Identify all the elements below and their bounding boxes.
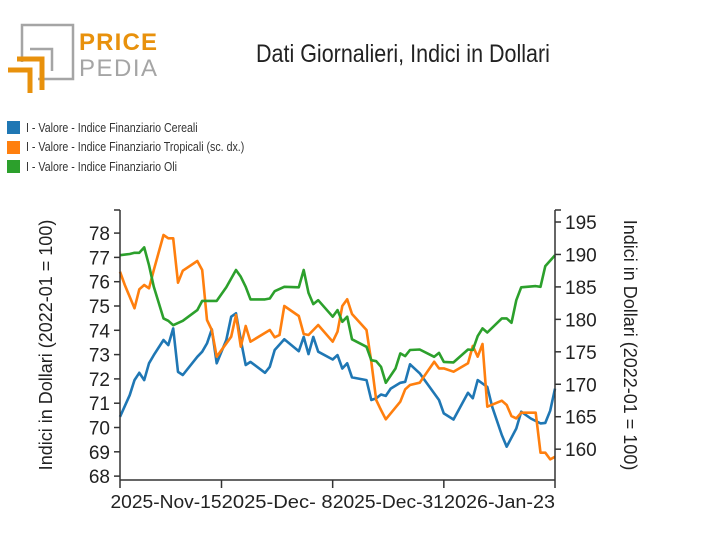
y-tick-label-left: 74: [89, 321, 111, 342]
y-tick-label-left: 71: [89, 394, 110, 415]
y-tick-label-right: 195: [565, 213, 597, 234]
y-tick-label-right: 160: [565, 440, 597, 461]
y-tick-label-left: 72: [89, 370, 110, 391]
series-line-1: [118, 233, 556, 461]
x-tick-label: 2025-Nov-15: [111, 492, 222, 512]
series-line-0: [118, 312, 557, 448]
y-tick-label-left: 78: [89, 224, 110, 245]
x-tick-label: 2025-Dec- 8: [222, 492, 333, 512]
y-tick-label-left: 75: [89, 297, 110, 318]
y-tick-label-right: 175: [565, 343, 597, 364]
y-axis-left-label: Indici in Dollari (2022-01 = 100): [36, 220, 56, 471]
y-tick-label-left: 73: [89, 346, 110, 367]
x-tick-label: 2026-Jan-23: [444, 492, 555, 512]
chart-title: Dati Giornalieri, Indici in Dollari: [256, 40, 550, 68]
legend-label: I - Valore - Indice Finanziario Tropical…: [26, 140, 245, 155]
logo-text-bottom: PEDIA: [79, 55, 157, 82]
legend-label: I - Valore - Indice Finanziario Oli: [26, 159, 177, 174]
legend-item-oli[interactable]: I - Valore - Indice Finanziario Oli: [7, 157, 283, 177]
x-tick-label: 2025-Dec-31: [333, 492, 444, 512]
y-axis-right-label: Indici in Dollari (2022-01 = 100): [620, 220, 640, 471]
y-tick-label-left: 70: [89, 419, 110, 440]
legend-item-tropicali[interactable]: I - Valore - Indice Finanziario Tropical…: [7, 138, 283, 158]
legend: I - Valore - Indice Finanziario Cereali …: [7, 118, 283, 177]
legend-swatch: [7, 160, 20, 174]
pricepedia-logo: PRICE PEDIA: [8, 23, 157, 93]
y-tick-label-right: 170: [565, 375, 597, 396]
y-tick-label-left: 77: [89, 248, 110, 269]
y-tick-label-right: 190: [565, 245, 597, 266]
legend-swatch: [7, 121, 20, 135]
y-tick-label-right: 185: [565, 278, 597, 299]
logo-text-top: PRICE: [79, 29, 157, 56]
y-tick-label-left: 69: [89, 443, 110, 464]
y-tick-label-right: 180: [565, 310, 597, 331]
y-tick-label-right: 165: [565, 408, 597, 429]
legend-label: I - Valore - Indice Finanziario Cereali: [26, 120, 198, 135]
legend-swatch: [7, 140, 20, 154]
y-tick-label-left: 68: [89, 467, 110, 488]
y-tick-label-left: 76: [89, 273, 110, 294]
legend-item-cereali[interactable]: I - Valore - Indice Finanziario Cereali: [7, 118, 283, 138]
series-line-2: [119, 246, 556, 385]
